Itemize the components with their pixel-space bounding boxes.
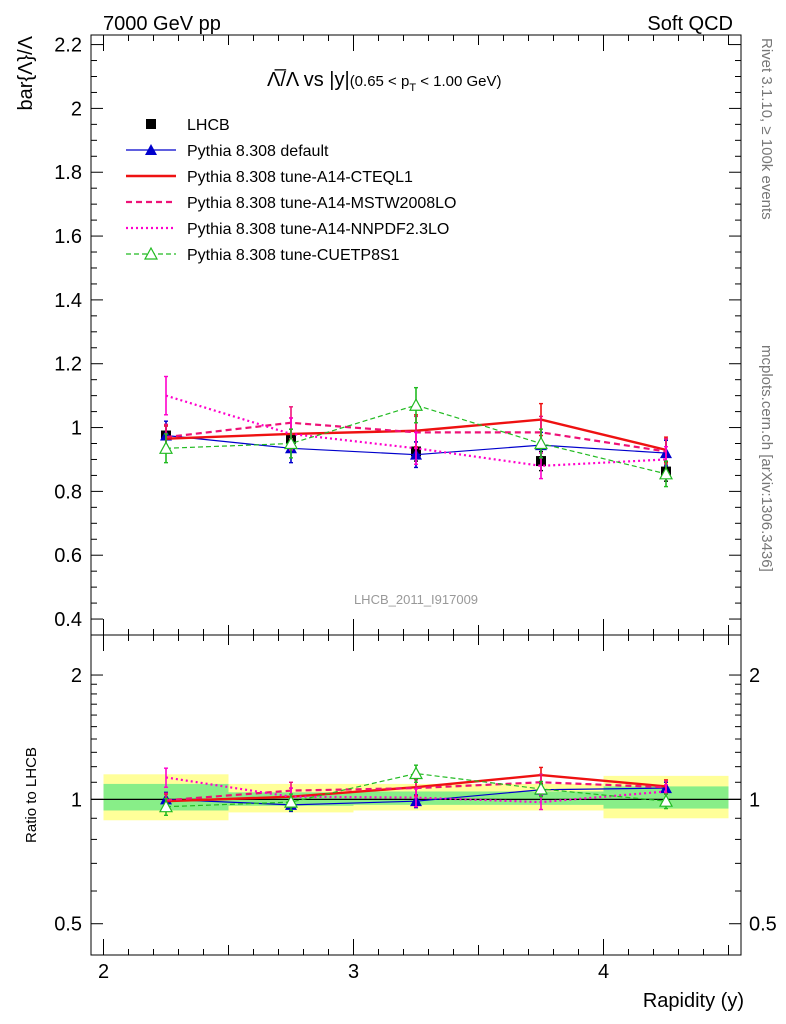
ratio-ytick-label-left: 0.5	[54, 914, 82, 936]
ratio-ytick-label-left: 2	[71, 665, 82, 687]
ratio-ytick-label-left: 1	[71, 789, 82, 811]
main-point-cuetp8s1-3	[533, 436, 549, 450]
ratio-y-axis-label: Ratio to LHCB	[23, 747, 40, 843]
ratio-point-cuetp8s1-0	[158, 799, 174, 813]
plot-title-expression: Λ̅/Λ vs |y|	[267, 68, 350, 91]
main-ytick-label: 1.6	[54, 226, 82, 248]
main-ytick-label: 2.2	[54, 35, 82, 57]
analysis-id-label: LHCB_2011_I917009	[354, 592, 478, 607]
plot-title-cut-sub: T	[409, 82, 416, 94]
rivet-version-label: Rivet 3.1.10, ≥ 100k events	[758, 38, 775, 220]
legend-entry-cuetp8s1: Pythia 8.308 tune-CUETP8S1	[126, 246, 400, 264]
main-ytick-label: 1.2	[54, 354, 82, 376]
legend-swatch-marker-cuetp8s1	[143, 246, 159, 260]
xtick-label: 2	[98, 961, 109, 983]
legend-entry-default: Pythia 8.308 default	[126, 143, 329, 160]
plot-title-cut-rest: < 1.00 GeV)	[416, 73, 501, 90]
legend-label-default: Pythia 8.308 default	[187, 143, 329, 160]
energy-label: 7000 GeV pp	[103, 13, 221, 35]
mcplots-label: mcplots.cern.ch [arXiv:1306.3436]	[758, 345, 775, 572]
main-ytick-label: 1.4	[54, 290, 82, 312]
main-y-axis-label: bar{Λ}/Λ	[15, 35, 37, 110]
legend-label-mstw: Pythia 8.308 tune-A14-MSTW2008LO	[187, 195, 456, 212]
legend-label-cteql1: Pythia 8.308 tune-A14-CTEQL1	[187, 169, 413, 186]
ratio-point-cuetp8s1-2	[408, 766, 424, 780]
legend-label-data: LHCB	[187, 117, 230, 134]
ratio-point-cuetp8s1-3	[533, 781, 549, 795]
main-series-cuetp8s1	[158, 386, 674, 488]
legend-entry-nnpdf: Pythia 8.308 tune-A14-NNPDF2.3LO	[126, 221, 449, 238]
legend-label-nnpdf: Pythia 8.308 tune-A14-NNPDF2.3LO	[187, 221, 449, 238]
ratio-point-cuetp8s1-1	[283, 794, 299, 808]
legend-swatch-marker-data	[146, 119, 156, 129]
main-ytick-label: 1.8	[54, 162, 82, 184]
ratio-ytick-label-right: 2	[749, 665, 760, 687]
ratio-point-cuetp8s1-4	[658, 793, 674, 807]
main-line-cuetp8s1	[165, 404, 667, 475]
ratio-plot-frame	[90, 634, 742, 956]
legend-entry-cteql1: Pythia 8.308 tune-A14-CTEQL1	[126, 169, 413, 186]
legend: LHCB Pythia 8.308 default Pythia 8.308 tun…	[126, 117, 456, 264]
legend-entry-mstw: Pythia 8.308 tune-A14-MSTW2008LO	[126, 195, 456, 212]
legend-swatch-marker-default	[145, 144, 157, 155]
legend-entry-data: LHCB	[146, 117, 230, 134]
plot-title-main: Λ̅/Λ vs |y|(0.65 < pT < 1.00 GeV)	[267, 68, 502, 94]
plot-title: Λ̅/Λ vs |y|(0.65 < pT < 1.00 GeV)	[267, 68, 502, 94]
ratio-ytick-label-right: 0.5	[749, 914, 777, 936]
ratio-line-cuetp8s1	[165, 772, 667, 808]
main-ytick-label: 1	[71, 418, 82, 440]
main-point-cuetp8s1-0	[158, 441, 174, 454]
x-axis-label: Rapidity (y)	[643, 990, 744, 1012]
ratio-series-cuetp8s1	[158, 764, 674, 817]
main-point-cuetp8s1-1	[283, 436, 299, 450]
category-label: Soft QCD	[647, 13, 733, 35]
ratio-plot-panel: 0.5 0.5 1 1 2 2 2 3 4 Ratio to LHCB Rapidity (y…	[23, 35, 777, 1012]
main-point-cuetp8s1-2	[408, 397, 424, 411]
ratio-ytick-label-right: 1	[749, 789, 760, 811]
xtick-label: 4	[598, 961, 609, 983]
xtick-label: 3	[348, 961, 359, 983]
plot-title-cut: (0.65 < p	[350, 73, 410, 90]
main-ytick-label: 0.4	[54, 609, 82, 631]
main-ytick-label: 2	[71, 98, 82, 120]
main-ytick-label: 0.8	[54, 481, 82, 503]
legend-label-cuetp8s1: Pythia 8.308 tune-CUETP8S1	[187, 247, 400, 264]
main-ytick-label: 0.6	[54, 545, 82, 567]
main-point-cuetp8s1-4	[658, 466, 674, 480]
main-plot-panel: 0.4 0.6 0.8 1 1.2 1.4 1.6 1.8 2 2.2 bar{Λ}/Λ LHCB…	[15, 34, 742, 636]
